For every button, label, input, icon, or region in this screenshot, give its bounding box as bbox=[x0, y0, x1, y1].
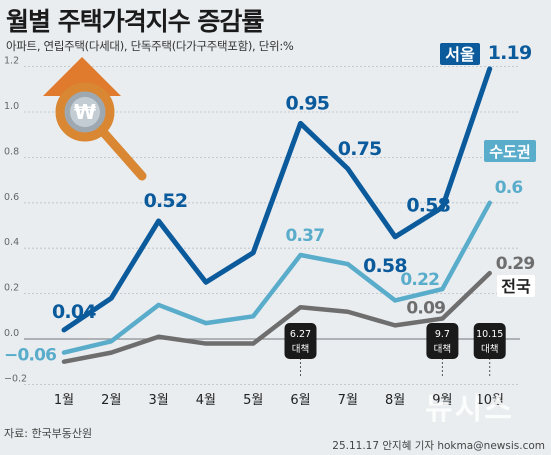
series-line-1 bbox=[61, 200, 492, 355]
legend-tag-label: 서울 bbox=[445, 45, 475, 64]
x-tick-label: 5월 bbox=[243, 393, 263, 408]
policy-annotation: 6.27 대책 bbox=[284, 323, 317, 378]
x-tick-label: 8월 bbox=[385, 393, 405, 408]
x-tick-label: 6월 bbox=[290, 393, 310, 408]
annotation-box bbox=[473, 323, 506, 359]
data-label: 0.6 bbox=[495, 178, 523, 198]
annotation-box bbox=[284, 323, 317, 359]
data-label: 0.29 bbox=[496, 254, 535, 274]
data-label: 0.58 bbox=[363, 255, 407, 277]
policy-annotation: 10.15 대책 bbox=[473, 323, 506, 378]
house-magnifier-won-icon: ₩ bbox=[43, 57, 147, 181]
x-tick-label: 2월 bbox=[101, 393, 121, 408]
series-line-0 bbox=[61, 66, 493, 333]
y-tick-label: 0.0 bbox=[4, 328, 19, 339]
data-label: 0.04 bbox=[52, 301, 96, 323]
data-label: 0.75 bbox=[338, 138, 382, 160]
legend-tag-2: 전국 bbox=[497, 275, 535, 297]
page-subtitle: 아파트, 연립주택(다세대), 단독주택(다가구주택포함), 단위:% bbox=[6, 39, 294, 53]
legend-tag-1: 수도권 bbox=[484, 140, 536, 162]
data-label: 0.09 bbox=[406, 299, 445, 319]
legend-tag-label: 전국 bbox=[501, 277, 531, 296]
legend-tag-bg bbox=[484, 140, 536, 162]
y-tick-label: 1.2 bbox=[4, 56, 19, 67]
legend-tag-label: 수도권 bbox=[489, 143, 530, 161]
page-title: 월별 주택가격지수 증감률 bbox=[6, 7, 264, 36]
annotation-date: 10.15 bbox=[476, 329, 503, 340]
y-tick-label: 0.6 bbox=[4, 192, 19, 203]
annotation-text: 대책 bbox=[434, 344, 451, 355]
x-tick-label: 3월 bbox=[148, 393, 168, 408]
credit-line: 25.11.17 안지혜 기자 hokma@newsis.com bbox=[332, 440, 545, 452]
annotation-box bbox=[426, 323, 459, 359]
policy-annotation: 9.7 대책 bbox=[426, 323, 459, 378]
data-label: −0.06 bbox=[4, 346, 56, 366]
source-note: 자료: 한국부동산원 bbox=[4, 427, 93, 440]
x-tick-label: 1월 bbox=[54, 393, 74, 408]
x-tick-label: 7월 bbox=[338, 393, 358, 408]
data-label: 0.58 bbox=[406, 194, 450, 216]
annotation-text: 대책 bbox=[481, 344, 498, 355]
annotation-text: 대책 bbox=[292, 344, 309, 355]
y-tick-label: 1.0 bbox=[4, 101, 19, 112]
series-line-2 bbox=[61, 270, 492, 364]
annotation-date: 6.27 bbox=[290, 329, 311, 340]
watermark-logo: 뉴시스 bbox=[425, 392, 514, 427]
legend-tag-0: 서울 bbox=[440, 43, 480, 65]
annotation-date: 9.7 bbox=[435, 329, 450, 340]
y-tick-label: −0.2 bbox=[4, 373, 27, 384]
legend-tag-bg bbox=[497, 275, 535, 297]
svg-text:₩: ₩ bbox=[74, 100, 96, 124]
data-label: 0.95 bbox=[286, 92, 330, 114]
data-label: 1.19 bbox=[488, 42, 532, 64]
data-label: 0.22 bbox=[400, 270, 439, 290]
x-tick-label: 10월 bbox=[475, 393, 504, 408]
x-tick-label: 4월 bbox=[196, 393, 216, 408]
data-label: 0.52 bbox=[144, 190, 188, 212]
x-tick-label: 9월 bbox=[432, 393, 452, 408]
y-tick-label: 0.2 bbox=[4, 283, 19, 294]
legend-tag-bg bbox=[440, 43, 480, 65]
data-label: 0.37 bbox=[286, 226, 325, 246]
y-tick-label: 0.8 bbox=[4, 146, 19, 157]
y-tick-label: 0.4 bbox=[4, 237, 19, 248]
